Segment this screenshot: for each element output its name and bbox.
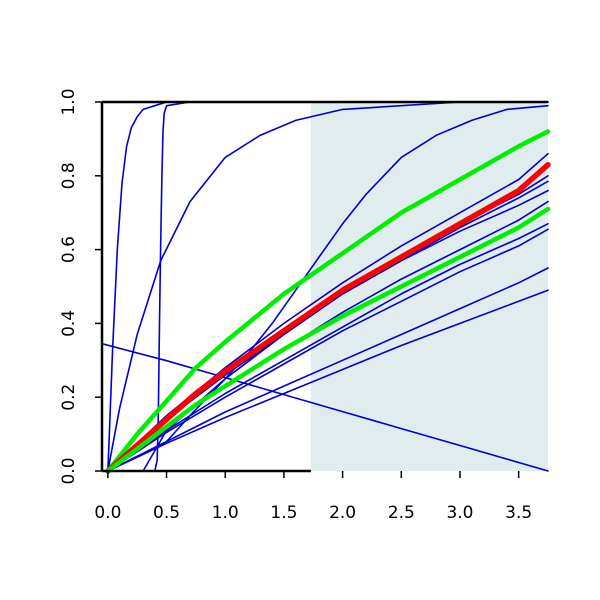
- x-tick-label: 1.0: [212, 503, 239, 523]
- x-tick-label: 3.0: [446, 503, 473, 523]
- series-line-13: [107, 289, 549, 472]
- y-axis-ticks: 0.0 0.2 0.4 0.6 0.8 1.0: [59, 88, 102, 485]
- x-tick-label: 3.5: [505, 503, 532, 523]
- series-line-2: [107, 101, 549, 472]
- series-line-10: [107, 223, 549, 472]
- series-line-12: [107, 267, 549, 472]
- x-tick-label: 1.5: [270, 503, 297, 523]
- series-line-17: [105, 206, 551, 474]
- series-line-5: [101, 342, 549, 472]
- x-tick-label: 0.0: [94, 503, 121, 523]
- y-tick-label: 0.6: [59, 236, 79, 263]
- x-tick-label: 0.5: [153, 503, 180, 523]
- y-tick-label: 0.4: [59, 310, 79, 337]
- series-line-16: [105, 161, 551, 474]
- x-tick-label: 2.5: [388, 503, 415, 523]
- y-tick-label: 0.8: [59, 162, 79, 189]
- series-line-15: [105, 129, 551, 474]
- x-tick-label: 2.0: [329, 503, 356, 523]
- series-layer: [101, 101, 551, 474]
- y-tick-label: 0.0: [59, 457, 79, 484]
- y-tick-label: 1.0: [59, 88, 79, 115]
- y-tick-label: 0.2: [59, 384, 79, 411]
- axes-layer: [100, 100, 548, 473]
- x-axis-ticks: 0.0 0.5 1.0 1.5 2.0 2.5 3.0 3.5: [94, 471, 532, 523]
- series-line-11: [107, 228, 549, 472]
